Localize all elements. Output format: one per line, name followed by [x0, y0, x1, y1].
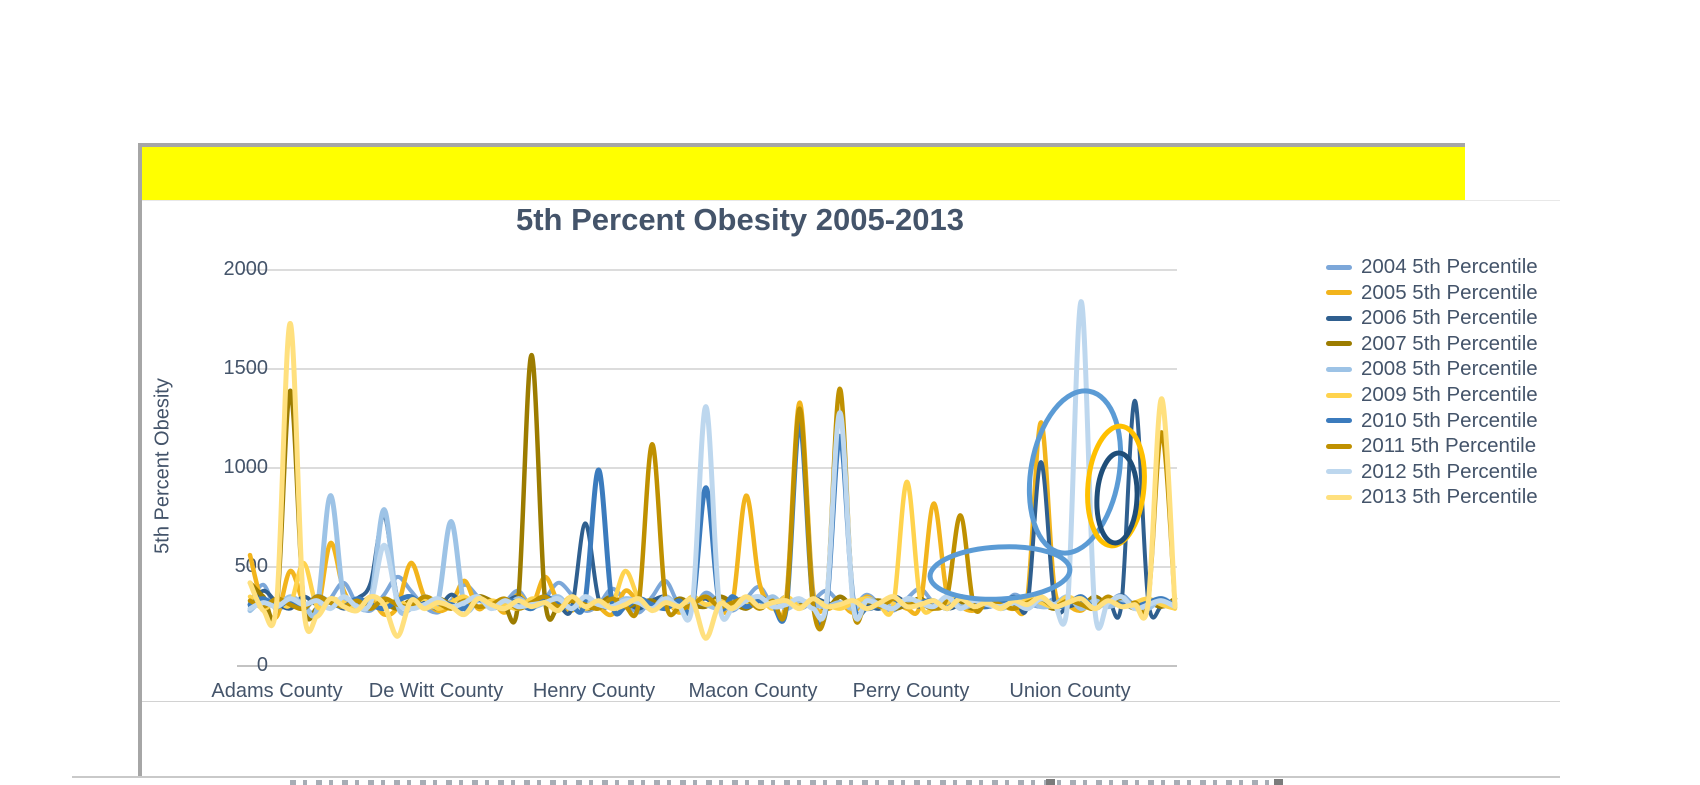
legend-label: 2006 5th Percentile — [1361, 306, 1538, 330]
legend-marker — [1326, 494, 1352, 500]
legend-label: 2004 5th Percentile — [1361, 255, 1538, 278]
legend-label: 2005 5th Percentile — [1361, 280, 1538, 304]
chart-legend: 2004 5th Percentile 2005 5th Percentile 20… — [1326, 252, 1560, 512]
x-tick-label: Henry County — [532, 680, 656, 702]
window-border-top — [138, 143, 1465, 147]
legend-label: 2013 5th Percentile — [1361, 485, 1538, 509]
x-tick-label: De Witt County — [368, 680, 504, 702]
y-tick-label: 2000 — [223, 258, 269, 280]
legend-entry[interactable]: 2004 5th Percentile — [1326, 254, 1538, 280]
legend-label: 2007 5th Percentile — [1361, 331, 1538, 355]
selection-handle[interactable] — [1046, 779, 1055, 785]
legend-marker — [1326, 443, 1352, 449]
legend-marker — [1326, 341, 1352, 347]
legend-label: 2009 5th Percentile — [1361, 383, 1538, 406]
chart-title[interactable]: 5th Percent Obesity 2005-2013 — [515, 202, 965, 237]
x-tick-label: Perry County — [852, 680, 970, 702]
legend-marker — [1326, 469, 1352, 475]
legend-marker — [1326, 290, 1352, 296]
legend-entry[interactable]: 2005 5th Percentile — [1326, 280, 1538, 306]
y-tick-label: 0 — [256, 654, 268, 676]
series-line-2013[interactable] — [247, 320, 1178, 641]
y-axis-title: 5th Percent Obesity — [151, 378, 174, 554]
legend-entry[interactable]: 2008 5th Percentile — [1326, 356, 1538, 382]
legend-marker — [1326, 392, 1352, 398]
legend-marker — [1326, 418, 1352, 424]
legend-label: 2010 5th Percentile — [1361, 408, 1538, 432]
x-tick-label: Union County — [1009, 680, 1131, 702]
y-tick-label: 1000 — [223, 456, 269, 478]
partial-window-top-border[interactable] — [72, 776, 1560, 778]
legend-entry[interactable]: 2012 5th Percentile — [1326, 459, 1538, 485]
legend-label: 2012 5th Percentile — [1361, 459, 1538, 483]
legend-entry[interactable]: 2009 5th Percentile — [1326, 382, 1538, 408]
legend-marker — [1326, 264, 1352, 270]
legend-marker — [1326, 315, 1352, 321]
legend-entry[interactable]: 2006 5th Percentile — [1326, 305, 1538, 331]
highlighted-row[interactable] — [142, 147, 1465, 200]
gridline — [243, 368, 1177, 370]
selection-handle[interactable] — [1274, 779, 1283, 785]
legend-entry[interactable]: 2013 5th Percentile — [1326, 484, 1538, 510]
gridline — [243, 269, 1177, 271]
y-tick-label: 1500 — [223, 357, 269, 379]
legend-label: 2008 5th Percentile — [1361, 357, 1538, 381]
legend-marker — [1326, 366, 1352, 372]
x-tick-label: Macon County — [688, 680, 818, 702]
gridline — [243, 566, 1177, 568]
partial-window-clipped-text — [290, 780, 1280, 785]
y-tick-label: 500 — [234, 555, 268, 577]
chart-area[interactable] — [142, 200, 1560, 702]
legend-entry[interactable]: 2011 5th Percentile — [1326, 433, 1536, 459]
legend-label: 2011 5th Percentile — [1361, 434, 1537, 458]
window-border-left — [138, 143, 142, 778]
legend-entry[interactable]: 2010 5th Percentile — [1326, 408, 1538, 434]
x-axis-line — [237, 665, 1177, 667]
x-tick-label: Adams County — [211, 680, 343, 702]
legend-entry[interactable]: 2007 5th Percentile — [1326, 331, 1538, 357]
